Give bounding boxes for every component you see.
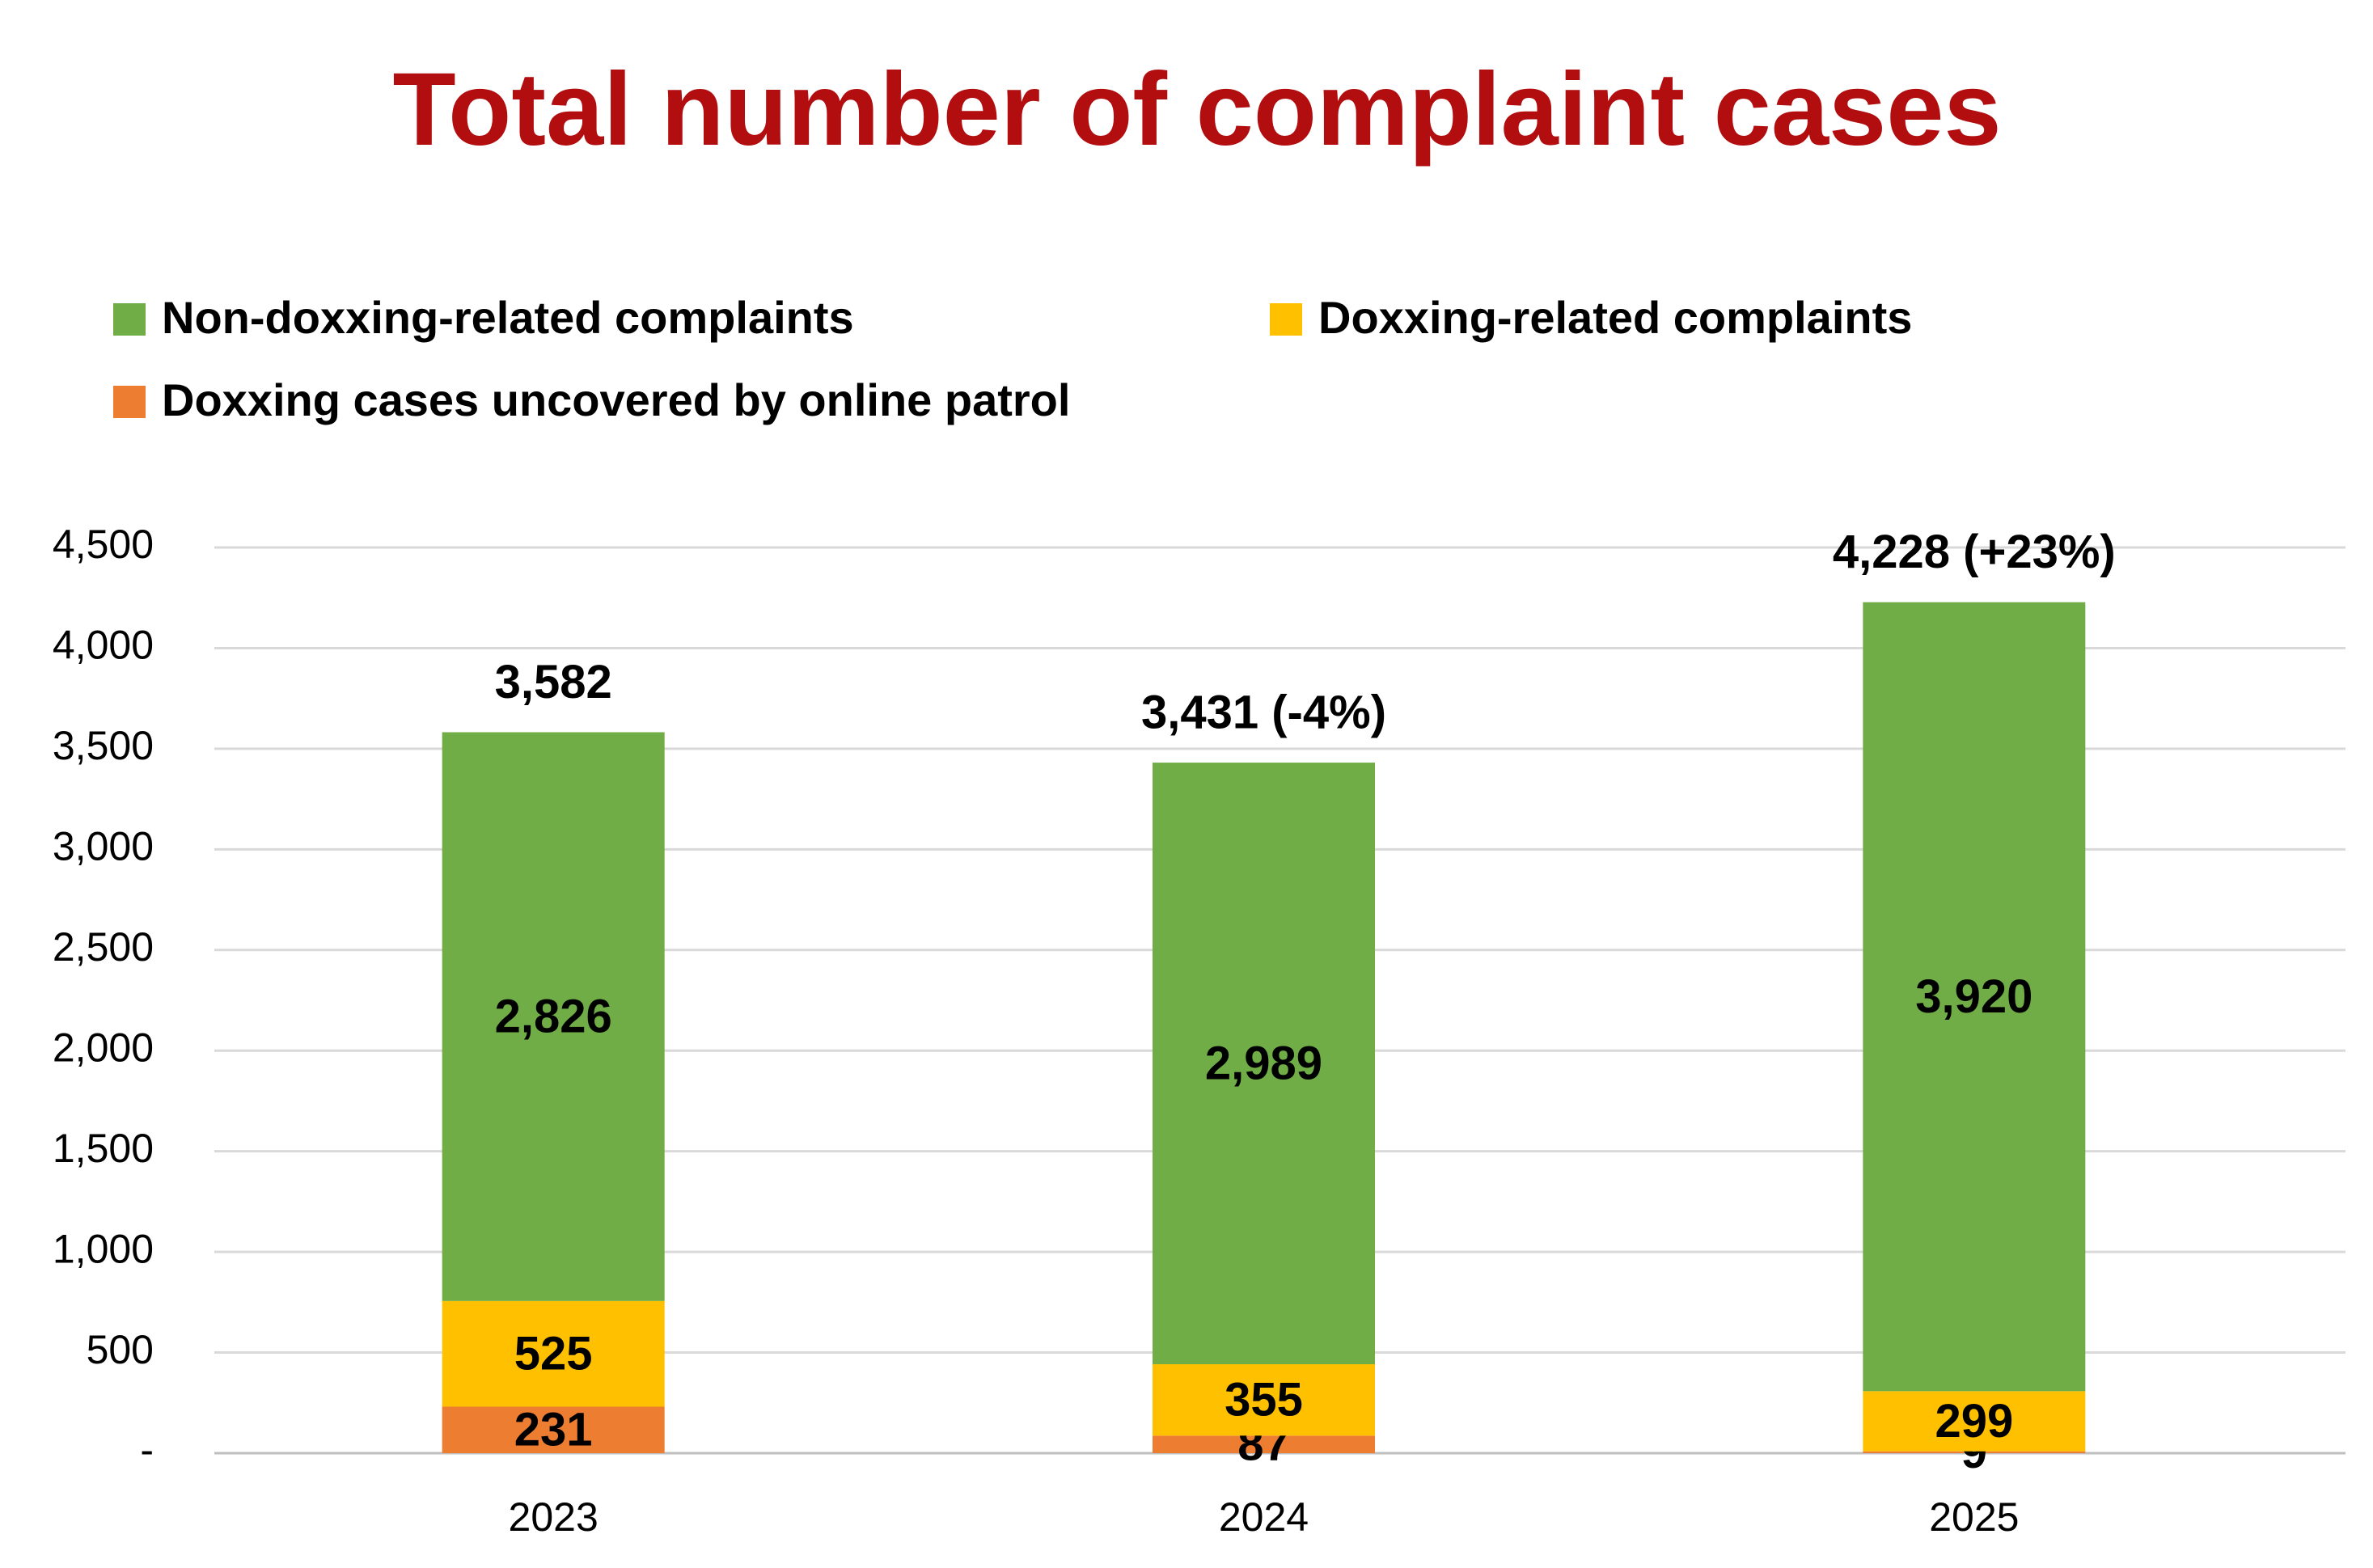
data-label: 525 bbox=[514, 1328, 593, 1380]
legend-label: Doxxing cases uncovered by online patrol bbox=[162, 374, 1070, 425]
y-tick-label: 3,000 bbox=[53, 824, 154, 869]
bar-segment bbox=[1863, 602, 2086, 1392]
legend-swatch bbox=[113, 386, 146, 418]
total-label: 3,582 bbox=[495, 656, 612, 708]
y-tick-label: - bbox=[140, 1427, 154, 1473]
data-label: 3,920 bbox=[1915, 970, 2032, 1023]
chart-title: Total number of complaint cases bbox=[392, 52, 2001, 167]
bar-segment bbox=[442, 1406, 665, 1453]
bar-segment bbox=[442, 1300, 665, 1407]
legend-swatch bbox=[1270, 303, 1302, 336]
legend-label: Doxxing-related complaints bbox=[1318, 292, 1912, 343]
total-label: 3,431 (-4%) bbox=[1141, 686, 1386, 738]
bar-segment bbox=[442, 732, 665, 1301]
data-label: 231 bbox=[514, 1404, 593, 1456]
x-tick-label: 2024 bbox=[1219, 1494, 1309, 1540]
legend-swatch bbox=[113, 303, 146, 336]
y-tick-label: 1,000 bbox=[53, 1226, 154, 1271]
y-tick-label: 2,000 bbox=[53, 1025, 154, 1070]
y-tick-label: 4,500 bbox=[53, 522, 154, 567]
total-label: 4,228 (+23%) bbox=[1833, 526, 2116, 578]
data-label: 2,826 bbox=[495, 990, 612, 1042]
y-tick-label: 500 bbox=[87, 1327, 154, 1372]
y-tick-label: 2,500 bbox=[53, 924, 154, 970]
data-label: 2,989 bbox=[1205, 1037, 1322, 1089]
bar-segment bbox=[1863, 1391, 2086, 1452]
data-label: 299 bbox=[1935, 1395, 2013, 1448]
x-tick-label: 2025 bbox=[1929, 1494, 2019, 1540]
bar-segment bbox=[1153, 763, 1375, 1364]
bar-segment bbox=[1153, 1363, 1375, 1436]
bar-segment bbox=[1153, 1435, 1375, 1453]
y-tick-label: 3,500 bbox=[53, 723, 154, 768]
y-tick-label: 4,000 bbox=[53, 623, 154, 668]
x-tick-label: 2023 bbox=[509, 1494, 599, 1540]
y-tick-label: 1,500 bbox=[53, 1126, 154, 1171]
legend-label: Non-doxxing-related complaints bbox=[162, 292, 854, 343]
bar-segment bbox=[1863, 1451, 2086, 1453]
data-label: 355 bbox=[1225, 1373, 1303, 1426]
